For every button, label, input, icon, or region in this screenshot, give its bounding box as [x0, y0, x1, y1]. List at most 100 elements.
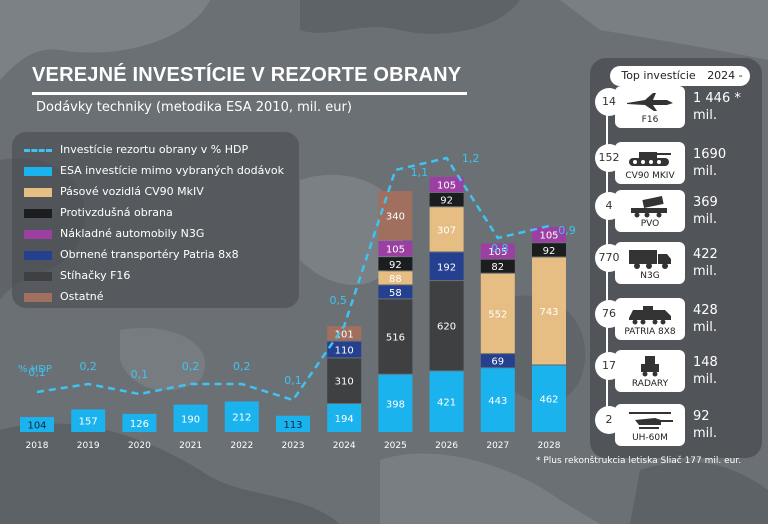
- item-value-unit: mil.: [693, 426, 718, 441]
- item-value: 92 mil.: [693, 408, 717, 442]
- icon-box: [615, 86, 685, 128]
- bar-segment-pvo: [429, 192, 464, 207]
- subtitle: Dodávky techniky (metodika ESA 2010, mil…: [36, 100, 352, 115]
- item-count: 76: [595, 300, 623, 328]
- bar-segment-esa: [532, 365, 566, 432]
- bar-value-label: 620: [437, 322, 456, 333]
- bar-value-label: 443: [488, 396, 507, 407]
- top-investment-row: PATRIA 8X8 76 428 mil.: [595, 298, 757, 350]
- hdp-value-label: 0,9: [558, 224, 576, 237]
- top-investment-row: CV90 MKIV 152 1690 mil.: [595, 142, 757, 194]
- icon-box: [615, 190, 685, 232]
- legend-label: Nákladné automobily N3G: [60, 227, 205, 240]
- item-value-unit: mil.: [693, 264, 718, 279]
- item-name: N3G: [640, 271, 660, 281]
- bar-segment-esa: [122, 413, 157, 432]
- legend-swatch-f16: [24, 271, 52, 281]
- hdp-value-label: 0,2: [233, 360, 251, 373]
- x-tick-label: 2018: [26, 441, 49, 451]
- bar-segment-f16: [378, 299, 413, 374]
- bar-value-label: 126: [130, 419, 149, 430]
- item-value-number: 92: [693, 409, 710, 424]
- title-underline: [32, 92, 467, 95]
- legend-label: Obrnené transportéry Patria 8x8: [60, 248, 239, 261]
- bar-segment-n3g: [378, 241, 413, 257]
- bar-value-label: 105: [437, 180, 456, 191]
- item-value-unit: mil.: [693, 108, 718, 123]
- bar-segment-n3g: [480, 243, 515, 259]
- bar-segment-esa: [378, 374, 413, 432]
- hdp-value-label: 0,1: [131, 368, 149, 381]
- bar-value-label: 192: [437, 262, 456, 273]
- bar-segment-f16: [429, 281, 464, 371]
- bar-segment-esa: [173, 404, 208, 432]
- item-count: 2: [595, 406, 623, 434]
- item-name: PATRIA 8X8: [624, 327, 676, 337]
- item-value: 422 mil.: [693, 246, 718, 280]
- legend-item-cv90: Pásové vozidlá CV90 MkIV: [24, 185, 204, 198]
- item-value: 1 446 * mil.: [693, 90, 741, 124]
- bar-segment-pvo: [532, 243, 566, 257]
- bar-segment-esa: [20, 417, 54, 432]
- bar-segment-ostatne: [378, 191, 413, 241]
- item-value: 428 mil.: [693, 302, 718, 336]
- hdp-value-label: 1,1: [411, 166, 429, 179]
- item-value: 369 mil.: [693, 194, 718, 228]
- legend-label: ESA investície mimo vybraných dodávok: [60, 164, 284, 177]
- bar-segment-pvo: [378, 257, 413, 271]
- x-tick-label: 2025: [384, 441, 407, 451]
- item-value-number: 1690: [693, 147, 727, 162]
- legend-swatch-cv90: [24, 187, 52, 197]
- hdp-value-label: 0,2: [79, 360, 97, 373]
- legend-label: Stíhačky F16: [60, 269, 131, 282]
- item-count: 14: [595, 88, 623, 116]
- hdp-axis-label: % HDP: [18, 364, 52, 375]
- bar-segment-cv90: [378, 271, 413, 285]
- legend-label: Protivzdušná obrana: [60, 206, 173, 219]
- top-investment-row: N3G 770 422 mil.: [595, 242, 757, 294]
- item-count: 17: [595, 352, 623, 380]
- legend-swatch-n3g: [24, 229, 52, 239]
- item-value: 148 mil.: [693, 354, 718, 388]
- bar-value-label: 69: [491, 357, 504, 368]
- bar-segment-cv90: [532, 257, 566, 365]
- x-tick-label: 2024: [333, 441, 356, 451]
- item-value-unit: mil.: [693, 164, 718, 179]
- bar-segment-esa: [327, 404, 362, 432]
- bar-value-label: 88: [389, 274, 402, 285]
- item-name: RADARY: [631, 379, 669, 389]
- top-investment-row: PVO 4 369 mil.: [595, 190, 757, 242]
- legend: [12, 132, 299, 308]
- legend-swatch-pvo: [24, 208, 52, 218]
- bar-segment-cv90: [480, 273, 515, 354]
- hdp-percent-line: [36, 156, 550, 402]
- bar-segment-esa: [71, 409, 106, 432]
- icon-box: [615, 350, 685, 392]
- bar-segment-patria: [327, 341, 362, 358]
- icon-box: [615, 142, 685, 184]
- bar-value-label: 552: [488, 309, 507, 320]
- bar-value-label: 92: [543, 246, 556, 257]
- item-value-unit: mil.: [693, 320, 718, 335]
- legend-swatch-hdp_line: [24, 148, 52, 152]
- legend-item-n3g: Nákladné automobily N3G: [24, 227, 204, 240]
- bar-value-label: 105: [386, 245, 405, 256]
- x-tick-label: 2023: [282, 441, 305, 451]
- bar-segment-n3g: [429, 176, 464, 192]
- top-investments-title: Top investície 2024 - 28: [610, 66, 750, 102]
- bar-segment-n3g: [532, 227, 566, 243]
- item-name: PVO: [640, 219, 660, 229]
- page-title: VEREJNÉ INVESTÍCIE V REZORTE OBRANY: [32, 64, 462, 86]
- item-value-number: 428: [693, 303, 718, 318]
- icon-box: [615, 404, 685, 446]
- legend-swatch-ostatne: [24, 292, 52, 302]
- bar-value-label: 82: [491, 262, 504, 273]
- legend-label: Ostatné: [60, 290, 104, 303]
- bar-value-label: 157: [79, 417, 98, 428]
- top-investment-row: RADARY 17 148 mil.: [595, 350, 757, 402]
- hdp-value-label: 1,2: [462, 152, 480, 165]
- x-tick-label: 2022: [230, 441, 253, 451]
- item-count: 770: [595, 244, 623, 272]
- legend-item-hdp_line: Investície rezortu obrany v % HDP: [24, 143, 248, 156]
- bar-value-label: 340: [386, 212, 405, 223]
